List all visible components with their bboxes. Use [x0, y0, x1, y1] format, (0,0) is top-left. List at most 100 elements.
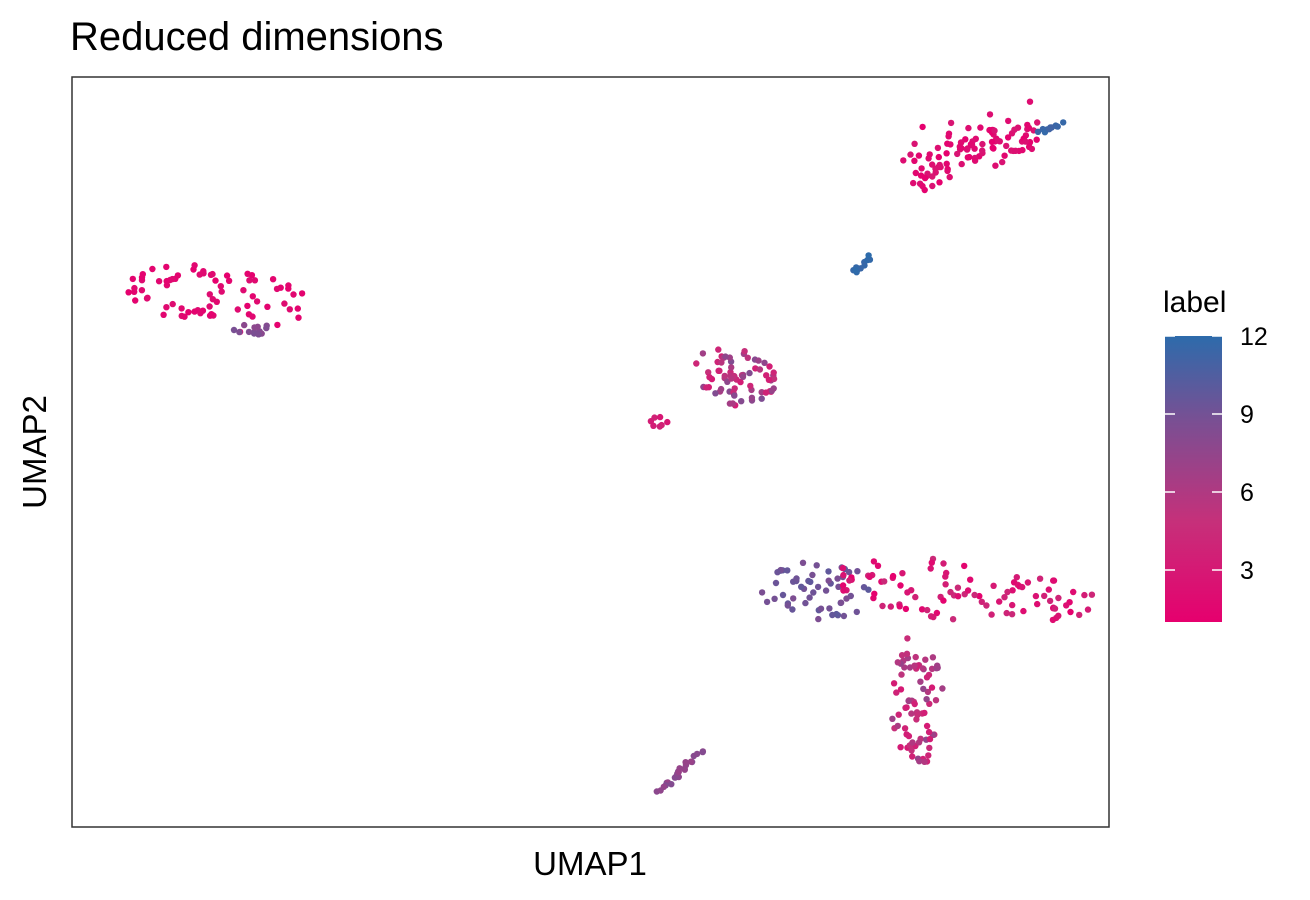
data-point [755, 357, 762, 364]
data-point [949, 616, 957, 623]
data-point [1025, 124, 1033, 131]
data-point [897, 582, 904, 589]
data-point [1001, 152, 1008, 159]
data-point [918, 165, 925, 172]
data-point [896, 603, 903, 610]
data-point [699, 748, 706, 756]
data-point [870, 558, 878, 565]
data-point [249, 293, 256, 300]
data-point [899, 570, 906, 577]
data-point [879, 602, 886, 610]
data-point [693, 750, 701, 758]
data-point [1013, 574, 1020, 581]
data-point [234, 306, 241, 313]
data-point [1009, 587, 1016, 594]
data-point [946, 173, 953, 181]
data-point [942, 581, 949, 588]
data-point [155, 278, 163, 285]
data-point [223, 272, 231, 279]
data-point [798, 583, 805, 590]
data-point [961, 562, 968, 570]
legend-tick-label: 6 [1240, 479, 1254, 507]
data-point [772, 579, 780, 587]
data-point [954, 584, 962, 591]
data-point [964, 154, 971, 161]
data-point [285, 285, 292, 292]
data-point [935, 153, 942, 161]
data-point [281, 300, 288, 307]
data-point [874, 562, 882, 569]
data-point [295, 314, 302, 321]
data-point [185, 309, 192, 316]
data-point [163, 304, 170, 311]
data-point [138, 274, 146, 281]
data-point [132, 297, 139, 304]
data-point [756, 366, 764, 373]
data-point [744, 354, 751, 361]
data-point [911, 700, 918, 708]
data-point [921, 174, 929, 182]
data-point [1011, 126, 1018, 133]
data-point [181, 313, 188, 320]
data-point [956, 144, 964, 151]
data-point [923, 674, 931, 681]
data-point [737, 378, 744, 386]
chart-title: Reduced dimensions [70, 15, 444, 59]
data-point [765, 376, 773, 383]
data-point [217, 283, 224, 290]
data-point [979, 140, 986, 148]
y-axis-label: UMAP2 [16, 395, 53, 509]
data-point [928, 684, 936, 691]
data-point [793, 575, 800, 582]
data-point [852, 266, 859, 274]
data-point [854, 568, 861, 575]
data-point [999, 158, 1006, 166]
data-point [1049, 616, 1057, 624]
data-point [919, 665, 926, 672]
data-point [802, 599, 809, 607]
data-point [929, 654, 937, 661]
data-point [1003, 609, 1010, 617]
data-point [191, 308, 198, 315]
data-point [286, 306, 293, 313]
data-point [218, 288, 225, 295]
data-point [994, 137, 1001, 144]
data-point [784, 567, 791, 574]
data-point [748, 394, 756, 401]
data-point [208, 311, 215, 318]
data-point [1060, 119, 1067, 126]
data-point [825, 568, 832, 575]
data-point [699, 350, 707, 357]
x-axis-label: UMAP1 [533, 845, 647, 882]
data-point [163, 263, 170, 271]
data-point [747, 382, 754, 390]
data-point [264, 303, 271, 310]
data-point [930, 613, 937, 621]
data-point [866, 573, 873, 580]
data-point [1032, 592, 1040, 600]
data-point [932, 697, 940, 704]
data-point [908, 747, 915, 754]
data-point [770, 385, 777, 392]
data-point [947, 119, 955, 127]
data-point [825, 577, 832, 584]
data-point [718, 359, 725, 366]
data-point [244, 270, 251, 277]
data-point [990, 145, 997, 152]
data-point [1012, 147, 1019, 154]
data-point [1024, 579, 1032, 586]
data-point [921, 709, 928, 717]
data-point [925, 752, 932, 759]
data-point [936, 179, 943, 186]
data-point [909, 739, 916, 746]
data-point [731, 392, 738, 399]
data-point [717, 385, 725, 393]
data-point [837, 599, 845, 606]
data-point [926, 735, 934, 743]
data-point [687, 758, 695, 765]
data-point [902, 605, 910, 613]
data-point [840, 612, 848, 620]
data-point [934, 662, 941, 669]
data-point [240, 287, 247, 294]
data-point [988, 138, 996, 146]
